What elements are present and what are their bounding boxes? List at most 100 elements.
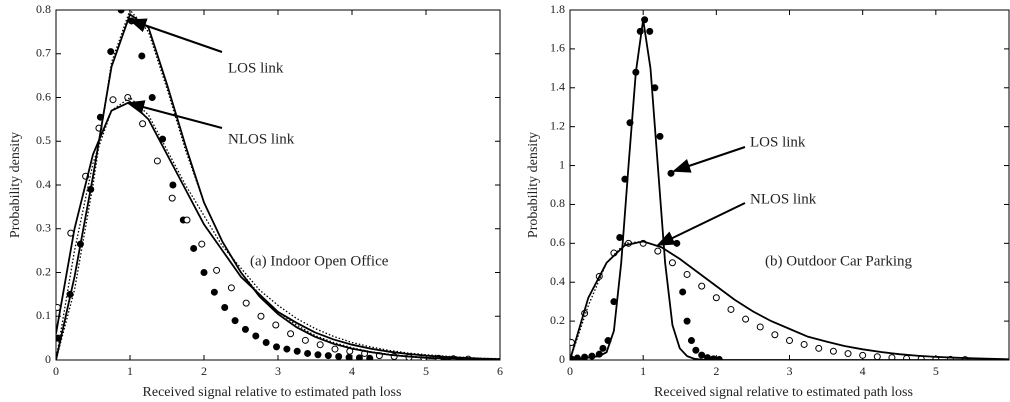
data-point [257,312,265,320]
y-tick-label: 0 [45,352,51,366]
data-point [570,339,575,346]
plot-area [570,16,1009,360]
data-point [712,294,720,302]
data-point [314,351,322,359]
y-tick-label: 0.1 [36,308,51,322]
data-point [345,353,353,360]
data-point [190,244,198,252]
y-tick-label: 0 [559,352,565,366]
data-point [355,354,363,360]
x-tick-label: 4 [860,364,866,378]
fit-curve [570,19,1009,360]
data-point [599,344,607,352]
data-point [301,336,309,344]
plot-frame [569,9,1010,361]
data-point [654,247,662,255]
data-point [859,351,867,359]
data-point [366,354,374,360]
data-point [683,270,691,278]
x-tick-label: 5 [933,364,939,378]
data-point [169,181,177,189]
data-point [316,341,324,349]
data-point [667,169,675,177]
data-point [903,354,911,360]
fit-curve [570,240,1009,360]
annotation: NLOS link [228,131,295,147]
y-tick-label: 0.8 [36,2,51,16]
data-point [107,48,115,56]
data-point [679,288,687,296]
data-point [698,282,706,290]
x-tick-label: 3 [787,364,793,378]
x-tick-label: 5 [423,364,429,378]
data-point [283,345,291,353]
data-point [844,350,852,358]
y-tick-label: 0.7 [36,46,51,60]
data-point [153,157,161,165]
x-tick-label: 6 [497,364,503,378]
y-tick-label: 0.2 [36,264,51,278]
x-tick-label: 4 [349,364,355,378]
data-point [287,330,295,338]
annotation-arrow [672,146,746,173]
x-tick-label: 1 [640,364,646,378]
y-tick-label: 1.4 [550,80,565,94]
data-point [138,52,146,60]
data-point [656,132,664,140]
x-tick-label: 2 [713,364,719,378]
data-point [272,321,280,329]
data-point [873,353,881,360]
annotation: NLOS link [750,191,817,207]
annotation-arrow [126,100,223,129]
y-axis-label: Probability density [8,132,23,238]
data-point [742,315,750,323]
data-point [668,259,676,267]
data-point [683,317,691,325]
data-point [786,337,793,345]
data-point [242,299,250,307]
data-point [709,355,717,360]
data-point [198,240,206,248]
data-point [331,345,339,353]
x-axis-label: Received signal relative to estimated pa… [654,385,913,400]
annotation: LOS link [228,60,284,76]
data-point [252,332,260,340]
y-tick-label: 0.2 [550,313,565,327]
data-point [109,96,117,104]
data-point [213,266,221,274]
data-point [293,347,301,355]
y-tick-label: 1 [559,157,565,171]
data-point [646,27,654,35]
y-tick-label: 0.8 [550,196,565,210]
data-point [231,317,239,325]
data-point [771,331,779,339]
data-point [200,269,208,276]
annotation-arrow [656,202,746,246]
data-point [335,353,343,360]
annotation-arrow [128,18,223,53]
plot-area [56,10,500,360]
data-point [304,349,312,357]
data-point [800,340,808,348]
data-point [756,323,764,331]
data-point [727,305,735,313]
y-tick-label: 0.4 [550,274,565,288]
data-point [139,120,147,128]
data-point [221,304,229,311]
data-point [324,352,332,360]
data-point [815,344,823,352]
data-point [262,339,270,346]
data-point [117,10,125,14]
x-tick-label: 2 [201,364,207,378]
y-tick-label: 1.8 [550,2,565,16]
data-point [687,337,695,345]
data-point [210,288,218,296]
data-point [273,343,281,351]
data-point [698,351,706,359]
y-tick-label: 0.3 [36,221,51,235]
x-tick-label: 0 [567,364,573,378]
x-tick-label: 0 [53,364,59,378]
x-tick-label: 3 [275,364,281,378]
data-point [241,325,249,333]
